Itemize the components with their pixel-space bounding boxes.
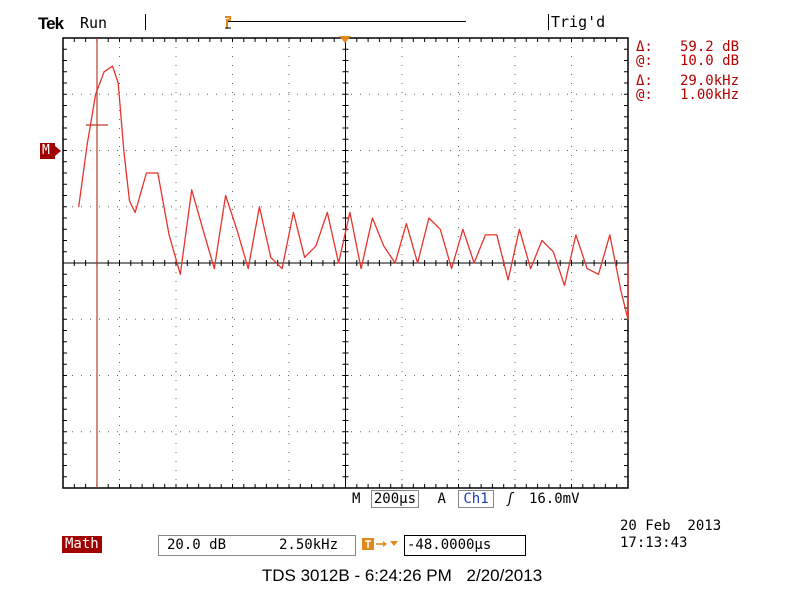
run-status: Run bbox=[80, 14, 108, 32]
math-scale: 20.0 dB bbox=[167, 537, 227, 553]
cursor-at-value: 10.0 dB bbox=[680, 53, 740, 69]
cursor-at-label: @: bbox=[636, 87, 653, 103]
cursor-readout: Δ: 59.2 dB @: 10.0 dB Δ: 29.0kHz @: 1.00kHz bbox=[636, 40, 739, 102]
graticule-grid bbox=[62, 37, 629, 489]
cursor-delta-label: Δ: bbox=[636, 73, 653, 89]
footer-date: 2/20/2013 bbox=[466, 566, 543, 585]
cursor-at-value: 1.00kHz bbox=[680, 87, 740, 103]
timebase-value[interactable]: 200μs bbox=[370, 490, 420, 508]
trigger-source-label: A bbox=[437, 491, 446, 507]
date-text: 20 Feb 2013 bbox=[620, 518, 722, 534]
cursor-delta-value: 29.0kHz bbox=[680, 73, 740, 89]
math-label-badge[interactable]: Math bbox=[62, 536, 102, 553]
trigger-status: Trig'd bbox=[551, 13, 606, 31]
trigger-position-marker-icon bbox=[339, 36, 351, 43]
cursor-delta-label: Δ: bbox=[636, 39, 653, 55]
math-channel-marker: M bbox=[40, 143, 62, 159]
footer-model: TDS 3012B - 6:24:26 PM bbox=[261, 566, 452, 585]
brand-logo: Tek bbox=[38, 14, 64, 33]
math-settings-box[interactable]: 20.0 dB 2.50kHz bbox=[158, 535, 356, 556]
trigger-source[interactable]: Ch1 bbox=[458, 490, 494, 508]
timebase-label: M bbox=[352, 491, 361, 507]
timebase-trigger-status: M 200μs A Ch1 ʃ 16.0mV bbox=[352, 490, 580, 508]
datetime-display: 20 Feb 2013 17:13:43 bbox=[620, 518, 721, 552]
cursor-at-label: @: bbox=[636, 53, 653, 69]
trigger-level[interactable]: 16.0mV bbox=[528, 491, 580, 507]
trigger-slope-icon: ʃ bbox=[506, 491, 515, 507]
math-channel-marker-label: M bbox=[42, 143, 50, 158]
footer-caption: TDS 3012B - 6:24:26 PM 2/20/2013 bbox=[0, 566, 800, 586]
time-text: 17:13:43 bbox=[620, 535, 688, 551]
math-span: 2.50kHz bbox=[279, 537, 339, 553]
trigger-offset-icon bbox=[362, 536, 402, 552]
divider bbox=[548, 14, 549, 30]
divider bbox=[145, 14, 146, 30]
math-fft-trace bbox=[78, 65, 629, 320]
record-position-bar bbox=[226, 21, 466, 22]
cursor-delta-value: 59.2 dB bbox=[680, 39, 740, 55]
top-status-bar: Tek Run Trig'd bbox=[0, 0, 800, 36]
record-position-marker-icon bbox=[224, 15, 232, 29]
fft-trace-line bbox=[78, 65, 629, 320]
horizontal-offset: -48.0000μs bbox=[407, 537, 492, 553]
horizontal-offset-box[interactable]: -48.0000μs bbox=[404, 535, 526, 556]
